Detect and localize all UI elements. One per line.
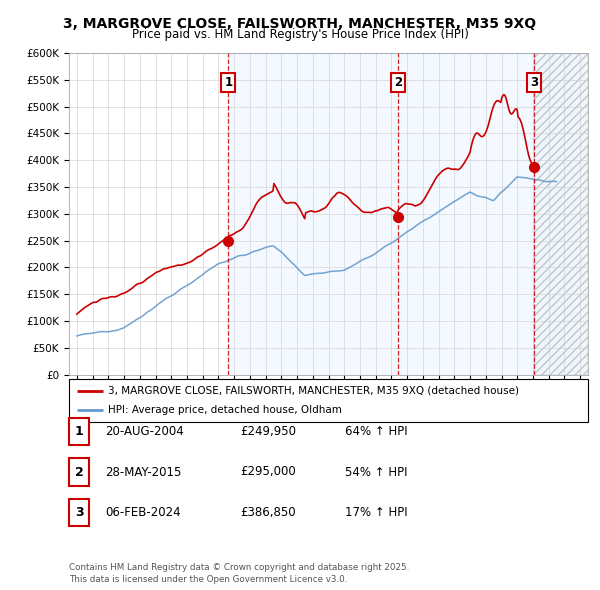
Text: 1: 1 [224,76,233,89]
Text: 3, MARGROVE CLOSE, FAILSWORTH, MANCHESTER, M35 9XQ: 3, MARGROVE CLOSE, FAILSWORTH, MANCHESTE… [64,17,536,31]
Text: 3: 3 [75,506,83,519]
Text: 1: 1 [75,425,83,438]
Bar [535,53,588,375]
Text: 17% ↑ HPI: 17% ↑ HPI [345,506,407,519]
FancyBboxPatch shape [70,499,89,526]
Text: 54% ↑ HPI: 54% ↑ HPI [345,466,407,478]
Bar [535,53,588,375]
Text: Contains HM Land Registry data © Crown copyright and database right 2025.
This d: Contains HM Land Registry data © Crown c… [69,563,409,584]
Text: 2: 2 [75,466,83,478]
Text: £386,850: £386,850 [240,506,296,519]
Bar [229,53,535,375]
Text: 28-MAY-2015: 28-MAY-2015 [105,466,181,478]
FancyBboxPatch shape [70,418,89,445]
Text: £249,950: £249,950 [240,425,296,438]
Text: £295,000: £295,000 [240,466,296,478]
Text: HPI: Average price, detached house, Oldham: HPI: Average price, detached house, Oldh… [108,405,342,415]
Text: 3, MARGROVE CLOSE, FAILSWORTH, MANCHESTER, M35 9XQ (detached house): 3, MARGROVE CLOSE, FAILSWORTH, MANCHESTE… [108,386,519,396]
Text: 2: 2 [394,76,402,89]
Text: 20-AUG-2004: 20-AUG-2004 [105,425,184,438]
FancyBboxPatch shape [69,379,588,422]
Text: Price paid vs. HM Land Registry's House Price Index (HPI): Price paid vs. HM Land Registry's House … [131,28,469,41]
Text: 3: 3 [530,76,538,89]
Text: 64% ↑ HPI: 64% ↑ HPI [345,425,407,438]
Text: 06-FEB-2024: 06-FEB-2024 [105,506,181,519]
FancyBboxPatch shape [70,458,89,486]
